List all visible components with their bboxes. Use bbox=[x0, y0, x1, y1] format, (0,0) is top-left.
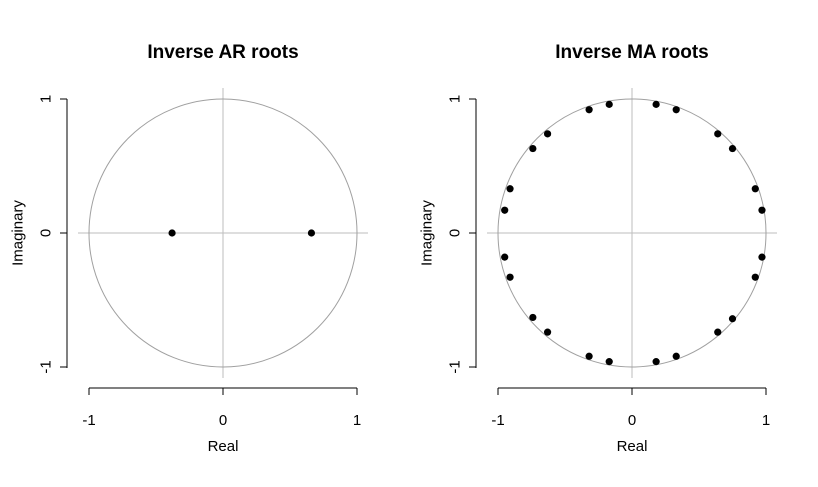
chart-title: Inverse AR roots bbox=[147, 42, 298, 63]
root-point bbox=[758, 253, 766, 261]
root-point bbox=[585, 106, 593, 114]
unit-circle bbox=[497, 98, 767, 368]
chart-title: Inverse MA roots bbox=[555, 42, 708, 63]
root-point bbox=[652, 358, 660, 366]
root-point bbox=[714, 328, 722, 336]
root-point bbox=[501, 206, 509, 214]
root-point bbox=[529, 144, 537, 153]
chart-panel-1: Inverse AR roots 1 0 -1 -1 0 1 Real Imaginary bbox=[10, 42, 368, 455]
root-point bbox=[307, 229, 316, 237]
y-tick-label: 0 bbox=[447, 229, 464, 237]
root-point bbox=[168, 229, 176, 237]
y-axis-label: Imaginary bbox=[419, 200, 436, 266]
x-tick-label: -1 bbox=[82, 412, 95, 429]
root-point bbox=[728, 315, 737, 323]
y-tick-label: 0 bbox=[38, 229, 55, 237]
root-point bbox=[751, 185, 759, 193]
root-point bbox=[728, 144, 737, 153]
root-point bbox=[652, 100, 660, 108]
root-point bbox=[501, 253, 509, 261]
root-point bbox=[506, 273, 514, 281]
unit-circle bbox=[88, 98, 358, 368]
root-point bbox=[751, 273, 759, 281]
x-tick-label: 0 bbox=[628, 412, 636, 429]
root-point bbox=[605, 358, 613, 366]
root-point bbox=[529, 313, 537, 322]
y-tick-label: -1 bbox=[447, 360, 464, 373]
x-tick-label: -1 bbox=[491, 412, 504, 429]
x-axis-label: Real bbox=[208, 438, 239, 455]
root-point bbox=[543, 328, 552, 336]
y-tick-label: 1 bbox=[38, 95, 55, 103]
root-point bbox=[758, 206, 766, 214]
x-axis-label: Real bbox=[617, 438, 648, 455]
root-point bbox=[672, 352, 680, 360]
root-point bbox=[605, 100, 613, 108]
y-axis-label: Imaginary bbox=[10, 200, 27, 266]
root-point bbox=[672, 106, 680, 114]
x-tick-label: 0 bbox=[219, 412, 227, 429]
y-tick-label: -1 bbox=[38, 360, 55, 373]
root-point bbox=[506, 185, 514, 193]
chart-panel-2: Inverse MA roots 1 0 -1 -1 0 1 Real Imaginary bbox=[419, 42, 777, 455]
x-tick-label: 1 bbox=[762, 412, 770, 429]
y-tick-label: 1 bbox=[447, 95, 464, 103]
root-point bbox=[714, 130, 722, 138]
root-point bbox=[585, 352, 593, 360]
root-point bbox=[543, 130, 552, 138]
x-tick-label: 1 bbox=[353, 412, 361, 429]
